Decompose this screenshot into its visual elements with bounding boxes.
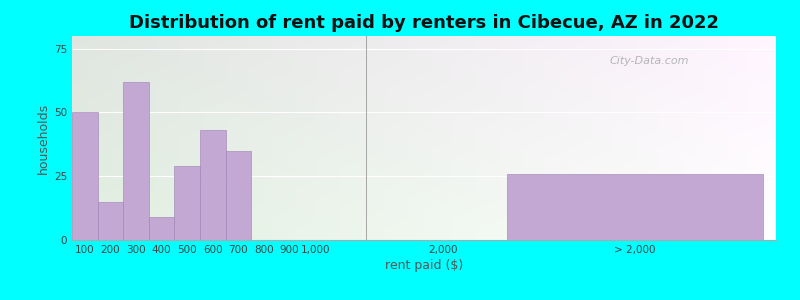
Bar <box>98 202 123 240</box>
Bar <box>226 151 251 240</box>
Y-axis label: households: households <box>37 102 50 174</box>
Title: Distribution of rent paid by renters in Cibecue, AZ in 2022: Distribution of rent paid by renters in … <box>129 14 719 32</box>
Bar <box>72 112 98 240</box>
Bar <box>200 130 226 240</box>
Bar <box>123 82 149 240</box>
Bar <box>174 166 200 240</box>
Bar <box>507 174 763 240</box>
Text: City-Data.com: City-Data.com <box>610 56 689 66</box>
X-axis label: rent paid ($): rent paid ($) <box>385 259 463 272</box>
Bar <box>149 217 174 240</box>
